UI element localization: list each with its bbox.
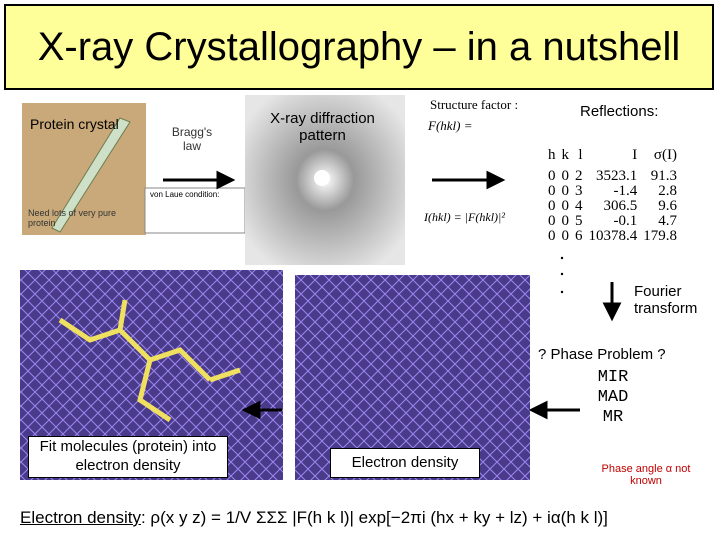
cell: 0	[561, 213, 570, 229]
cell: 0	[561, 168, 570, 184]
von-laue-box	[144, 187, 246, 234]
bragg-label: Bragg's law	[171, 125, 213, 153]
arrows	[163, 170, 622, 420]
diffraction-label: X-ray diffraction pattern	[270, 110, 375, 144]
phase-problem: ? Phase Problem ?	[538, 346, 666, 363]
beam-stop	[314, 170, 330, 186]
title: X-ray Crystallography – in a nutshell	[4, 4, 714, 90]
fourier-label: Fourier transform	[634, 283, 698, 317]
cell: 0	[561, 183, 570, 199]
cell: 10378.4	[588, 228, 638, 244]
cell: 179.8	[643, 228, 677, 244]
cell: 5	[575, 213, 583, 229]
crystal	[51, 117, 131, 233]
column-header: σ(I)	[653, 147, 677, 163]
cell: 0	[548, 168, 556, 184]
reflection-row: 0 0 3 -1.4 2.8	[545, 184, 680, 199]
crystal-label: Protein crystal	[30, 116, 119, 132]
cell: 6	[575, 228, 583, 244]
density-map	[295, 275, 530, 480]
method: MAD	[597, 388, 629, 407]
method: MIR	[597, 368, 629, 387]
cell: 3523.1	[596, 168, 638, 184]
reflection-row: 0 0 4 306.5 9.6	[545, 199, 680, 214]
cell: 306.5	[603, 198, 638, 214]
von-laue-label: von Laue condition:	[150, 190, 220, 199]
cell: 0	[548, 198, 556, 214]
formula: : ρ(x y z) = 1/V ΣΣΣ |F(h k l)| exp[−2πi…	[140, 508, 608, 527]
intensity-formula: I(hkl) = |F(hkl)|²	[424, 210, 505, 224]
cell: 4.7	[658, 213, 677, 229]
column-header: h	[548, 147, 556, 163]
cell: 0	[548, 213, 556, 229]
phase-note: Phase angle α not known	[601, 463, 691, 487]
cell: 9.6	[658, 198, 677, 214]
column-header: I	[632, 147, 638, 163]
density-label: Electron density	[330, 448, 480, 478]
methods: MIR MAD MR	[588, 368, 638, 428]
cell: 91.3	[650, 168, 677, 184]
model-sticks	[58, 299, 241, 423]
reflection-row: 0 0 5 -0.1 4.7	[545, 214, 680, 229]
cell: 3	[575, 183, 583, 199]
reflections-title: Reflections:	[580, 103, 659, 120]
cell: -0.1	[613, 213, 638, 229]
ellipsis	[560, 256, 564, 294]
method: MR	[602, 408, 624, 427]
fit-label: Fit molecules (protein) into electron de…	[28, 436, 228, 478]
cell: 0	[548, 228, 556, 244]
density-formula: Electron density: ρ(x y z) = 1/V ΣΣΣ |F(…	[20, 508, 608, 528]
cell: -1.4	[613, 183, 638, 199]
cell: 0	[548, 183, 556, 199]
reflection-row: 0 0 2 3523.1 91.3	[545, 169, 680, 184]
cell: 2	[575, 168, 583, 184]
cell: 4	[575, 198, 583, 214]
cell: 0	[561, 198, 570, 214]
cell: 0	[561, 228, 570, 244]
cell: 2.8	[658, 183, 677, 199]
reflection-row: 0 0 6 10378.4 179.8	[545, 229, 680, 244]
formula-label: Electron density	[20, 508, 141, 527]
structure-factor-formula: F(hkl) =	[428, 118, 473, 133]
structure-factor-label: Structure factor :	[430, 97, 519, 112]
column-header: l	[578, 147, 583, 163]
column-header: k	[561, 147, 570, 163]
crystal-note: Need lots of very pure protein	[28, 208, 117, 228]
